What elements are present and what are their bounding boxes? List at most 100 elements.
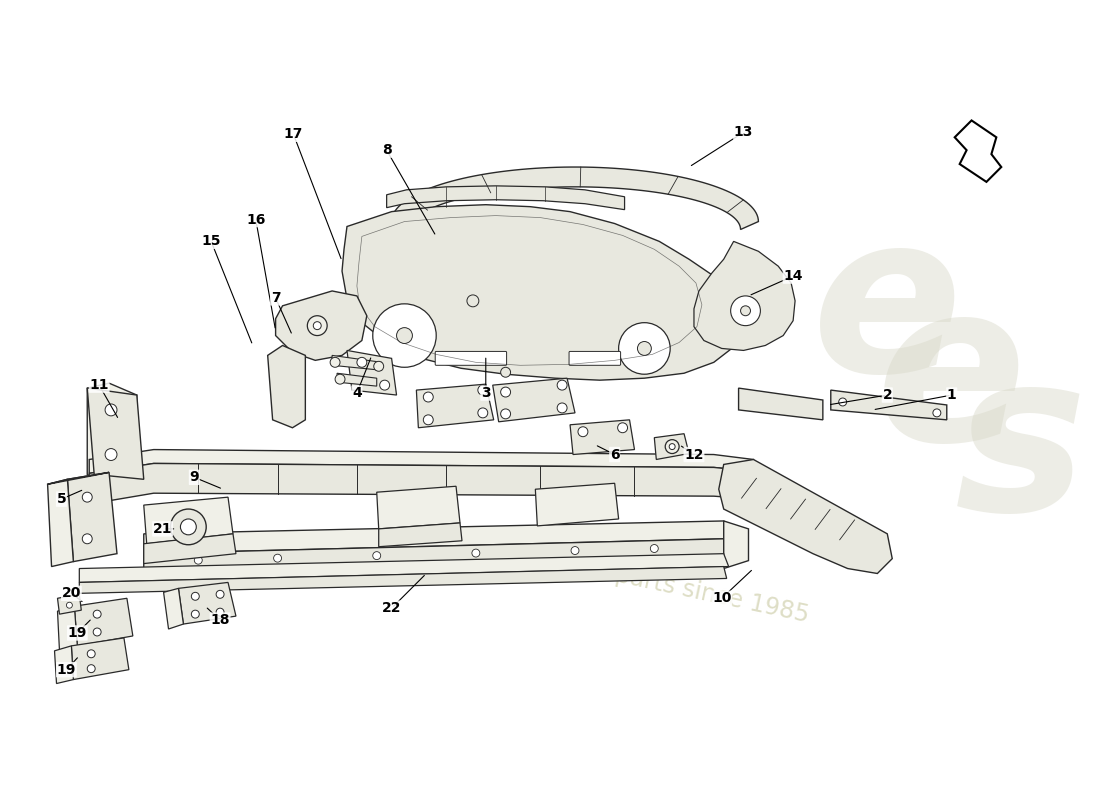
Polygon shape xyxy=(738,388,823,420)
Text: 19: 19 xyxy=(57,662,76,677)
Text: 9: 9 xyxy=(189,470,199,484)
Text: s: s xyxy=(955,342,1087,557)
Circle shape xyxy=(617,423,627,433)
Circle shape xyxy=(466,295,478,307)
Text: 13: 13 xyxy=(734,126,754,139)
Circle shape xyxy=(373,304,437,367)
Circle shape xyxy=(94,628,101,636)
Circle shape xyxy=(500,409,510,419)
Text: 18: 18 xyxy=(210,613,230,627)
Circle shape xyxy=(374,362,384,371)
Circle shape xyxy=(87,665,96,673)
Polygon shape xyxy=(724,521,748,569)
Text: e: e xyxy=(812,204,962,418)
Text: 8: 8 xyxy=(382,143,392,157)
Polygon shape xyxy=(47,472,109,484)
Circle shape xyxy=(500,387,510,397)
Circle shape xyxy=(424,392,433,402)
Polygon shape xyxy=(89,450,754,474)
Circle shape xyxy=(216,608,224,616)
Circle shape xyxy=(195,556,202,564)
Circle shape xyxy=(424,415,433,425)
Polygon shape xyxy=(830,390,947,420)
Circle shape xyxy=(307,316,327,335)
Circle shape xyxy=(106,404,117,416)
Text: a passion for parts since 1985: a passion for parts since 1985 xyxy=(458,530,812,627)
Circle shape xyxy=(274,554,282,562)
Text: 10: 10 xyxy=(712,591,732,606)
Text: 21: 21 xyxy=(153,522,173,536)
Polygon shape xyxy=(276,291,366,360)
Polygon shape xyxy=(47,479,74,566)
Text: 14: 14 xyxy=(783,269,803,283)
Polygon shape xyxy=(386,186,625,210)
Polygon shape xyxy=(342,205,741,380)
Polygon shape xyxy=(67,472,117,562)
Polygon shape xyxy=(378,523,462,546)
Circle shape xyxy=(740,306,750,316)
Polygon shape xyxy=(694,242,795,350)
Text: 1: 1 xyxy=(947,388,957,402)
Circle shape xyxy=(397,328,412,343)
Polygon shape xyxy=(164,588,184,629)
Circle shape xyxy=(330,358,340,367)
Text: 4: 4 xyxy=(352,386,362,400)
Circle shape xyxy=(558,403,568,413)
Text: 16: 16 xyxy=(246,213,265,226)
Circle shape xyxy=(87,650,96,658)
FancyBboxPatch shape xyxy=(436,351,507,366)
Polygon shape xyxy=(955,121,1001,182)
Circle shape xyxy=(558,380,568,390)
Text: e: e xyxy=(877,273,1027,487)
Polygon shape xyxy=(178,582,235,624)
Circle shape xyxy=(66,602,73,608)
Circle shape xyxy=(314,322,321,330)
Polygon shape xyxy=(417,384,494,428)
Polygon shape xyxy=(536,483,618,526)
Text: 17: 17 xyxy=(284,127,304,142)
Circle shape xyxy=(82,534,92,544)
Polygon shape xyxy=(79,554,728,582)
Polygon shape xyxy=(144,534,235,563)
Circle shape xyxy=(180,519,196,535)
Text: 22: 22 xyxy=(382,601,402,615)
Text: 12: 12 xyxy=(684,447,704,462)
Circle shape xyxy=(477,385,487,395)
Polygon shape xyxy=(332,355,382,370)
Polygon shape xyxy=(654,434,689,459)
Polygon shape xyxy=(79,566,727,594)
Text: 3: 3 xyxy=(481,386,491,400)
Circle shape xyxy=(571,546,579,554)
Polygon shape xyxy=(72,638,129,679)
Circle shape xyxy=(379,380,389,390)
Circle shape xyxy=(82,492,92,502)
Circle shape xyxy=(336,374,345,384)
Polygon shape xyxy=(144,521,734,554)
Circle shape xyxy=(94,610,101,618)
Circle shape xyxy=(356,358,366,367)
Text: 19: 19 xyxy=(67,626,87,640)
Polygon shape xyxy=(75,598,133,646)
Polygon shape xyxy=(718,459,892,574)
Text: 6: 6 xyxy=(609,447,619,462)
Circle shape xyxy=(638,342,651,355)
Circle shape xyxy=(170,509,206,545)
Circle shape xyxy=(477,408,487,418)
Circle shape xyxy=(666,440,679,454)
Text: 11: 11 xyxy=(89,378,109,392)
Text: 5: 5 xyxy=(56,492,66,506)
Text: 15: 15 xyxy=(201,234,221,248)
Circle shape xyxy=(669,444,675,450)
Polygon shape xyxy=(144,497,233,544)
Circle shape xyxy=(472,549,480,557)
Text: 7: 7 xyxy=(271,291,281,305)
Circle shape xyxy=(500,367,510,377)
FancyBboxPatch shape xyxy=(569,351,620,366)
Polygon shape xyxy=(346,350,397,395)
Polygon shape xyxy=(87,388,144,479)
Text: 20: 20 xyxy=(62,586,81,600)
Circle shape xyxy=(933,409,940,417)
Polygon shape xyxy=(55,646,74,683)
Polygon shape xyxy=(144,538,734,583)
Circle shape xyxy=(191,592,199,600)
